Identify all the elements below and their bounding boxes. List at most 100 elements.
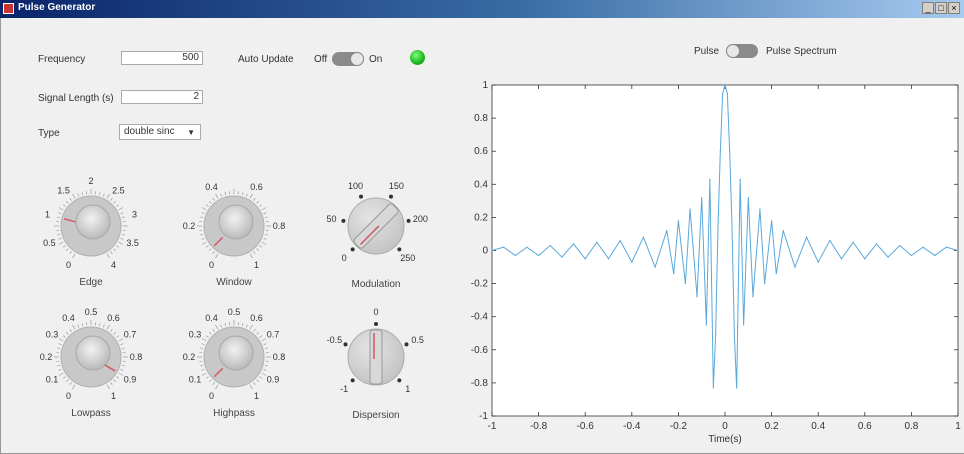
pulse-data-point: [782, 230, 784, 232]
knob-edge[interactable]: 0 0.5 1 1.5 2 2.5 3 3.5 4 Edge: [43, 176, 139, 288]
pulse-data-point: [712, 387, 714, 389]
pulse-data-point: [726, 92, 728, 94]
pulse-plot[interactable]: -1 -0.8 -0.6 -0.4 -0.2 0 0.2 0.4 0.6 0.8 1 1 0.8 0.6 0…: [470, 75, 964, 449]
knob-tick-mark: [57, 233, 61, 236]
knob-tick-mark: [121, 364, 125, 367]
knob-tick-mark: [69, 329, 72, 332]
knob-tick-mark: [120, 343, 124, 346]
knob-tick-label: 0.2: [40, 352, 53, 362]
knob-tick-mark: [58, 241, 64, 245]
signal-length-field[interactable]: 2: [121, 90, 203, 104]
knob-tick-mark: [66, 201, 69, 204]
x-tick-label: 1: [955, 421, 961, 432]
knob-tick-mark: [241, 192, 244, 196]
knob-name-label: Modulation: [352, 279, 401, 290]
knob-tick-mark: [263, 343, 267, 346]
knob-tick-label: 0.4: [205, 313, 218, 323]
x-axis-label: Time(s): [708, 434, 742, 445]
pulse-data-point: [887, 256, 889, 258]
knob-tick-label: 1: [254, 391, 259, 401]
knob-tick-mark: [113, 201, 116, 204]
knob-tick-mark: [118, 372, 124, 376]
knob-tick-mark: [72, 384, 76, 390]
knob-tick-label: 0.6: [250, 182, 263, 192]
x-tick-label: 0: [722, 421, 728, 432]
x-tick-label: 0.4: [811, 421, 825, 432]
knob-tick-mark: [57, 216, 61, 219]
x-tick-label: -0.2: [670, 421, 688, 432]
knob-indicator: [213, 236, 224, 247]
switch-grip: [369, 329, 383, 385]
knob-tick-mark: [263, 212, 267, 215]
pulse-data-point: [584, 258, 586, 260]
knob-modulation[interactable]: 0 50 100 150 200 250 Modulation: [327, 181, 428, 290]
pulse-data-point: [743, 324, 745, 326]
pulse-data-point: [922, 246, 924, 248]
knob-tick-label: 0.7: [124, 330, 137, 340]
knob-tick-label: 0.6: [107, 313, 120, 323]
knob-tick-mark: [224, 323, 227, 327]
knob-tick-mark: [57, 347, 61, 350]
knob-tick-mark: [118, 207, 124, 211]
maximize-button[interactable]: □: [935, 2, 947, 14]
pulse-data-point: [596, 241, 598, 243]
knob-dispersion[interactable]: -1 -0.5 0 0.5 1 Dispersion: [327, 307, 424, 421]
knob-tick-mark: [121, 347, 125, 350]
knob-tick-mark: [102, 324, 105, 328]
pulse-data-point: [538, 254, 540, 257]
knob-tick-mark: [261, 338, 267, 342]
pulse-spectrum-toggle[interactable]: [726, 44, 758, 58]
y-tick-label: -0.4: [471, 312, 489, 323]
close-button[interactable]: ×: [948, 2, 960, 14]
pulse-data-point: [731, 225, 733, 227]
pulse-data-point: [934, 254, 936, 257]
type-select[interactable]: double sinc ▼: [119, 124, 201, 140]
minimize-button[interactable]: _: [922, 2, 934, 14]
status-lamp: [410, 50, 425, 65]
y-tick-label: -1: [479, 411, 488, 422]
auto-update-toggle[interactable]: [332, 52, 364, 66]
y-tick-label: 0.8: [474, 113, 488, 124]
knob-tick-label: 1: [45, 209, 50, 219]
y-tick-label: 0: [482, 246, 488, 257]
spectrum-view-label: Pulse Spectrum: [766, 46, 837, 57]
knob-tick-mark: [261, 207, 267, 211]
knob-name-label: Highpass: [213, 408, 255, 419]
knob-tick-mark: [120, 368, 124, 371]
knob-indicator: [359, 225, 380, 245]
knob-name-label: Dispersion: [352, 410, 399, 421]
knob-tick-label: 0: [66, 260, 71, 270]
knob-tick-mark: [209, 248, 212, 251]
knob-tick-label: 2.5: [112, 185, 125, 195]
knob-tick-mark: [81, 192, 84, 196]
knob-tick-mark: [215, 193, 219, 199]
knob-tick-mark: [106, 193, 110, 199]
knob-highpass[interactable]: 0 0.1 0.2 0.30.4 0.5 0.6 0.7 0.8 0.9 1 Highpass: [183, 307, 286, 419]
knob-tick-mark: [118, 241, 124, 245]
knob-tick-mark: [201, 237, 205, 240]
switch-position-dot: [350, 247, 355, 252]
knob-tick-mark: [249, 253, 253, 259]
knob-tick-label: 0.5: [228, 307, 241, 317]
knob-tick-mark: [215, 324, 219, 330]
knob-tick-mark: [245, 193, 248, 197]
knob-tick-label: 0: [209, 391, 214, 401]
knob-tick-label: 0: [66, 391, 71, 401]
chevron-down-icon: ▼: [187, 128, 195, 137]
knob-tick-mark: [201, 338, 207, 342]
knob-tick-mark: [77, 193, 80, 197]
knob-tick-label: 0.8: [130, 352, 143, 362]
knob-tick-mark: [263, 237, 267, 240]
pulse-data-point: [607, 258, 610, 260]
pulse-data-point: [561, 256, 563, 258]
type-select-value: double sinc: [124, 126, 175, 137]
frequency-field[interactable]: 500: [121, 51, 203, 65]
knob-tick-mark: [102, 193, 105, 197]
knob-indicator: [213, 367, 224, 378]
knob-tick-label: -1: [340, 384, 348, 394]
knob-tick-mark: [201, 241, 207, 245]
pulse-data-point: [514, 254, 516, 257]
